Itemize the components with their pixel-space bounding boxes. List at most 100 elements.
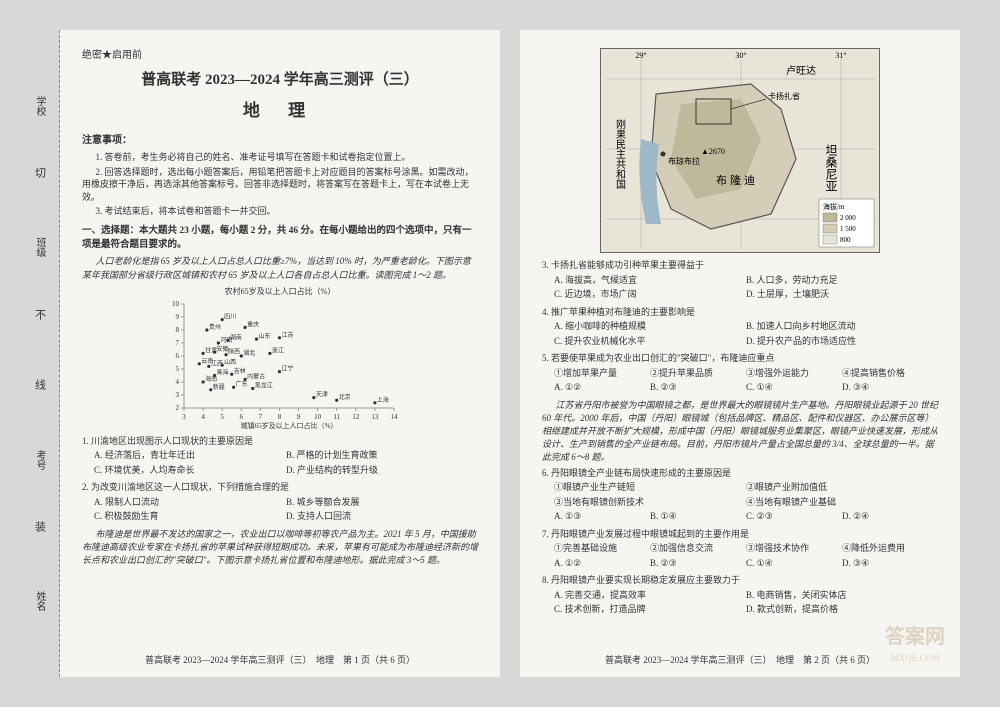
svg-text:7: 7 — [176, 339, 180, 347]
q2-opt-b[interactable]: B. 城乡等额合发展 — [286, 496, 478, 510]
q5-opt-a[interactable]: A. ①② — [554, 381, 650, 395]
binding-line: 线 — [32, 379, 48, 398]
q6-opt-b[interactable]: B. ①④ — [650, 510, 746, 524]
q4-opt-a[interactable]: A. 缩小咖啡的种植规模 — [554, 320, 746, 334]
svg-text:8: 8 — [278, 413, 282, 421]
q5-options: A. ①② B. ②③ C. ①④ D. ③④ — [542, 381, 938, 396]
q3-stem: 3. 卡扬扎省能够成功引种苹果主要得益于 — [542, 259, 938, 273]
svg-text:青海: 青海 — [217, 368, 229, 376]
q6-opt-d[interactable]: D. ②④ — [842, 510, 938, 524]
confidential-label: 绝密★启用前 — [82, 48, 478, 63]
svg-text:12: 12 — [352, 413, 360, 421]
q5-stem: 5. 若要使苹果成为农业出口创汇的"突破口"，布隆迪应重点 — [542, 352, 938, 366]
q3-opt-d[interactable]: D. 土层厚，土壤肥沃 — [746, 288, 938, 302]
svg-text:安徽: 安徽 — [217, 345, 229, 353]
q3-opt-c[interactable]: C. 近边境，市场广阔 — [554, 288, 746, 302]
q7-sub-3: ③增强技术协作 — [746, 542, 842, 556]
q5-sub-1: ①增加苹果产量 — [554, 367, 650, 381]
q1-opt-a[interactable]: A. 经济落后，青壮年迁出 — [94, 449, 286, 463]
q7-sub-1: ①完善基础设施 — [554, 542, 650, 556]
q4-opt-b[interactable]: B. 加速人口向乡村地区流动 — [746, 320, 938, 334]
svg-text:卢旺达: 卢旺达 — [786, 64, 816, 77]
q1-opt-c[interactable]: C. 环境优美，人均寿命长 — [94, 464, 286, 478]
page-1: 绝密★启用前 普高联考 2023—2024 学年高三测评（三） 地 理 注意事项… — [60, 30, 500, 677]
svg-text:重庆: 重庆 — [247, 320, 259, 328]
q6-opt-a[interactable]: A. ①③ — [554, 510, 650, 524]
q7-sub-2: ②加强信息交流 — [650, 542, 746, 556]
q6-opt-c[interactable]: C. ②③ — [746, 510, 842, 524]
exam-title: 普高联考 2023—2024 学年高三测评（三） — [82, 69, 478, 92]
notice-item-1: 1. 答卷前，考生务必将自己的姓名、准考证号填写在答题卡和试卷指定位置上。 — [82, 151, 478, 164]
page-2: 29°30°31°卡扬扎省布琼布拉▲2670卢旺达坦桑尼亚刚果民主共和国布隆迪海… — [520, 30, 960, 677]
svg-text:山西: 山西 — [224, 358, 236, 366]
q2-opt-c[interactable]: C. 积极鼓励生育 — [94, 510, 286, 524]
q4-options: A. 缩小咖啡的种植规模 B. 加速人口向乡村地区流动 C. 提升农业机械化水平… — [542, 320, 938, 349]
svg-text:5: 5 — [220, 413, 224, 421]
q8-options: A. 完善交通，提高效率 B. 电商销售，关闭实体店 C. 技术创新，打造品牌 … — [542, 589, 938, 618]
binding-no: 不 — [32, 309, 48, 328]
binding-seal: 装 — [32, 521, 48, 540]
q7-sub: ①完善基础设施 ②加强信息交流 ③增强技术协作 ④降低外运费用 — [542, 542, 938, 557]
q1-opt-d[interactable]: D. 产业结构的转型升级 — [286, 464, 478, 478]
q3-opt-b[interactable]: B. 人口多，劳动力充足 — [746, 274, 938, 288]
map-svg: 29°30°31°卡扬扎省布琼布拉▲2670卢旺达坦桑尼亚刚果民主共和国布隆迪海… — [601, 49, 879, 252]
svg-text:3: 3 — [182, 413, 186, 421]
q2-stem: 2. 为改变川渝地区这一人口现状，下列措施合理的是 — [82, 481, 478, 495]
svg-text:天津: 天津 — [316, 391, 328, 398]
watermark-main: 答案网 — [885, 622, 945, 652]
passage-1: 人口老龄化是指 65 岁及以上人口占总人口比重≥7%，当达到 10% 时，为严重… — [82, 255, 478, 281]
svg-text:上海: 上海 — [377, 395, 389, 403]
q5-opt-d[interactable]: D. ③④ — [842, 381, 938, 395]
q5-sub-4: ④提高销售价格 — [842, 367, 938, 381]
q4-opt-d[interactable]: D. 提升农产品的市场适应性 — [746, 335, 938, 349]
svg-text:浙江: 浙江 — [272, 346, 284, 354]
svg-text:9: 9 — [297, 413, 301, 421]
q6-options: A. ①③ B. ①④ C. ②③ D. ②④ — [542, 510, 938, 525]
q8-opt-a[interactable]: A. 完善交通，提高效率 — [554, 589, 746, 603]
svg-text:湖北: 湖北 — [243, 349, 255, 357]
q8-opt-c[interactable]: C. 技术创新，打造品牌 — [554, 603, 746, 617]
q8-stem: 8. 丹阳眼镜产业要实现长期稳定发展应主要致力于 — [542, 574, 938, 588]
map-figure: 29°30°31°卡扬扎省布琼布拉▲2670卢旺达坦桑尼亚刚果民主共和国布隆迪海… — [600, 48, 880, 253]
svg-text:9: 9 — [176, 313, 180, 321]
q1-opt-b[interactable]: B. 严格的计划生育政策 — [286, 449, 478, 463]
q8-opt-d[interactable]: D. 款式创新，提高价格 — [746, 603, 938, 617]
q8-opt-b[interactable]: B. 电商销售，关闭实体店 — [746, 589, 938, 603]
q2-opt-d[interactable]: D. 支持人口回流 — [286, 510, 478, 524]
q7-opt-a[interactable]: A. ①② — [554, 557, 650, 571]
svg-text:北京: 北京 — [339, 393, 351, 401]
q3-options: A. 海拔高，气候适宜 B. 人口多，劳动力充足 C. 近边境，市场广阔 D. … — [542, 274, 938, 303]
q7-opt-b[interactable]: B. ②③ — [650, 557, 746, 571]
passage-3: 江苏省丹阳市被誉为中国眼镜之都，是世界最大的眼镜镜片生产基地。丹阳眼镜业起源于 … — [542, 399, 938, 464]
notice-item-2: 2. 回答选择题时，选出每小题答案后，用铅笔把答题卡上对应题目的答案标号涂黑。如… — [82, 166, 478, 204]
svg-text:1 500: 1 500 — [840, 225, 856, 233]
svg-text:布琼布拉: 布琼布拉 — [668, 156, 700, 166]
q4-opt-c[interactable]: C. 提升农业机械化水平 — [554, 335, 746, 349]
scatter-svg: 345678910111213142345678910四川贵州重庆河南湖南山东江… — [160, 300, 400, 430]
svg-text:13: 13 — [371, 413, 379, 421]
svg-text:4: 4 — [176, 378, 180, 386]
svg-text:8: 8 — [176, 326, 180, 334]
q3-opt-a[interactable]: A. 海拔高，气候适宜 — [554, 274, 746, 288]
binding-examno: 考号 — [32, 450, 47, 470]
q6-stem: 6. 丹阳眼镜全产业链布局快速形成的主要原因是 — [542, 467, 938, 481]
svg-text:贵州: 贵州 — [209, 323, 221, 331]
q5-opt-b[interactable]: B. ②③ — [650, 381, 746, 395]
q2-opt-a[interactable]: A. 限制人口流动 — [94, 496, 286, 510]
svg-text:四川: 四川 — [224, 313, 236, 320]
q5-opt-c[interactable]: C. ①④ — [746, 381, 842, 395]
svg-text:800: 800 — [840, 236, 851, 244]
binding-cut: 切 — [32, 167, 48, 186]
svg-text:4: 4 — [201, 413, 205, 421]
passage-2: 布隆迪是世界最不发达的国家之一，农业出口以咖啡等初等农产品为主。2021 年 5… — [82, 528, 478, 567]
svg-text:11: 11 — [333, 413, 340, 421]
q7-opt-d[interactable]: D. ③④ — [842, 557, 938, 571]
q5-sub-2: ②提升苹果品质 — [650, 367, 746, 381]
svg-text:山东: 山东 — [259, 332, 271, 340]
q7-opt-c[interactable]: C. ①④ — [746, 557, 842, 571]
q5-sub-3: ③增强外运能力 — [746, 367, 842, 381]
q6-sub: ①眼镜产业生产链短 ②眼镜产业附加值低 ③当地有眼镜创新技术 ④当地有眼镜产业基… — [542, 481, 938, 510]
q6-sub-4: ④当地有眼镜产业基础 — [746, 496, 938, 510]
svg-text:6: 6 — [240, 413, 244, 421]
q2-options: A. 限制人口流动 B. 城乡等额合发展 C. 积极鼓励生育 D. 支持人口回流 — [82, 496, 478, 525]
